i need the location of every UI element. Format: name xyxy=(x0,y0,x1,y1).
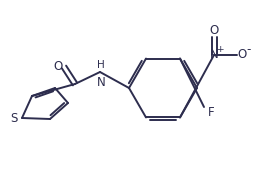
Text: F: F xyxy=(208,106,214,119)
Text: -: - xyxy=(247,43,251,57)
Text: S: S xyxy=(10,112,18,125)
Text: O: O xyxy=(209,24,219,37)
Text: N: N xyxy=(210,48,218,61)
Text: O: O xyxy=(53,60,63,72)
Text: +: + xyxy=(216,45,224,54)
Text: N: N xyxy=(97,76,105,89)
Text: O: O xyxy=(237,48,247,61)
Text: H: H xyxy=(97,60,105,70)
